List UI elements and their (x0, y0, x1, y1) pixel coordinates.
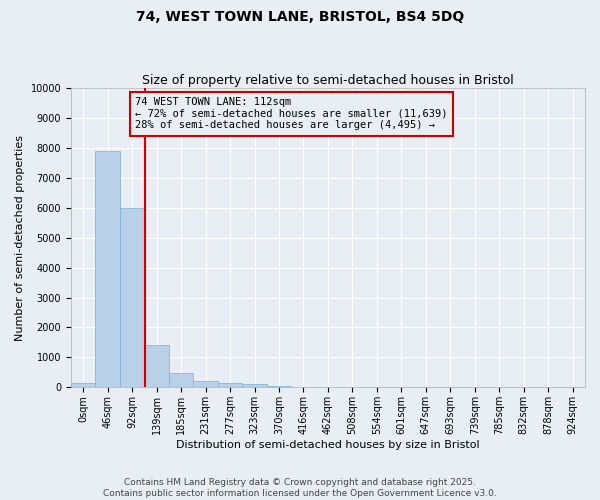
Bar (71, 383, 95, 388)
Text: 74, WEST TOWN LANE, BRISTOL, BS4 5DQ: 74, WEST TOWN LANE, BRISTOL, BS4 5DQ (136, 10, 464, 24)
Bar (120, 208, 145, 388)
Bar (145, 346, 169, 388)
Bar (95, 151, 120, 388)
Bar (218, 384, 242, 388)
Bar (169, 373, 193, 388)
Bar (193, 380, 218, 388)
Text: Contains HM Land Registry data © Crown copyright and database right 2025.
Contai: Contains HM Land Registry data © Crown c… (103, 478, 497, 498)
Bar (267, 386, 291, 388)
Y-axis label: Number of semi-detached properties: Number of semi-detached properties (15, 134, 25, 340)
Text: 74 WEST TOWN LANE: 112sqm
← 72% of semi-detached houses are smaller (11,639)
28%: 74 WEST TOWN LANE: 112sqm ← 72% of semi-… (135, 97, 448, 130)
Bar (242, 384, 267, 388)
Title: Size of property relative to semi-detached houses in Bristol: Size of property relative to semi-detach… (142, 74, 514, 87)
X-axis label: Distribution of semi-detached houses by size in Bristol: Distribution of semi-detached houses by … (176, 440, 480, 450)
